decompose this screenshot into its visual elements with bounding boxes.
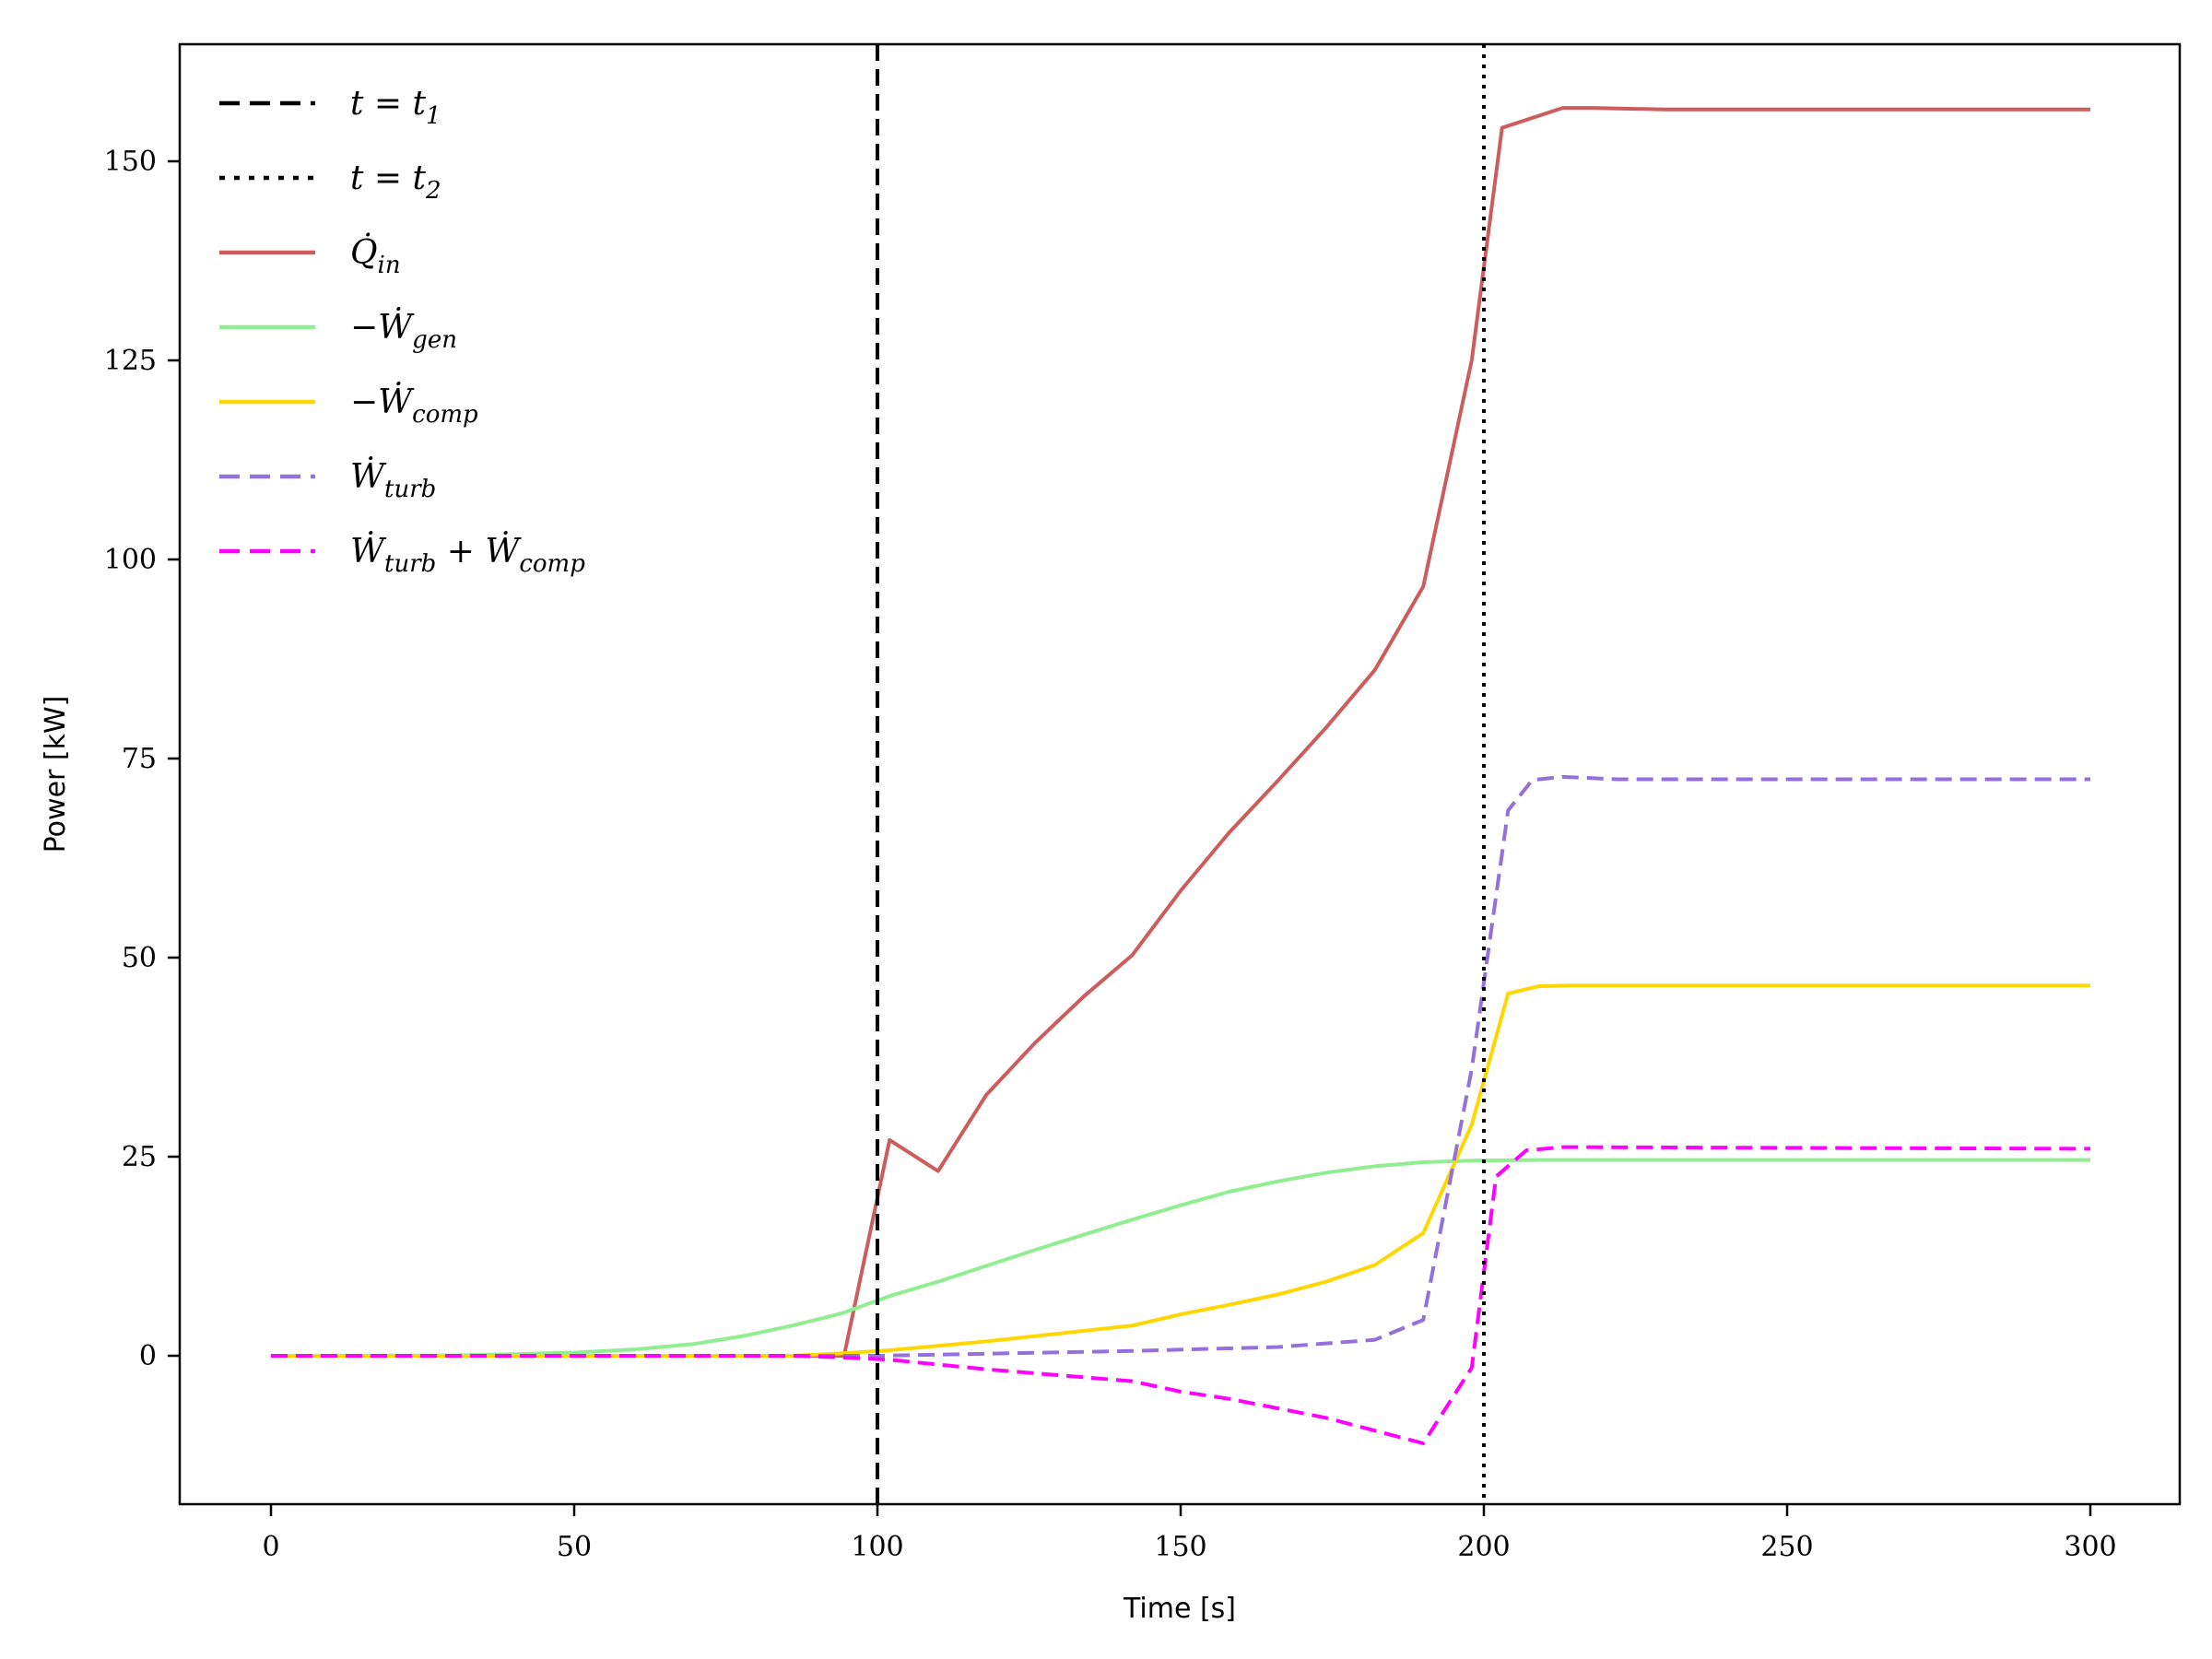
- legend-label: Ẇturb + Ẇcomp: [350, 532, 585, 578]
- axes-frame: [178, 42, 2182, 1506]
- series-line-1: [270, 1158, 2090, 1358]
- x-tick-label: 300: [2064, 1531, 2116, 1563]
- y-tick-label: 50: [122, 942, 157, 974]
- x-tick-label: 100: [851, 1531, 903, 1563]
- x-tick-label: 250: [1760, 1531, 1813, 1563]
- y-axis-label: Power [kW]: [40, 696, 72, 853]
- legend-label: t = t1: [350, 85, 441, 130]
- legend: t = t1 t = t2 Q̇in −Ẇgen −Ẇcomp Ẇturb Ẇturb + …: [219, 85, 585, 578]
- legend-label: −Ẇcomp: [350, 382, 478, 429]
- x-tick-label: 50: [557, 1531, 592, 1563]
- y-tick-label: 125: [104, 345, 157, 377]
- legend-label: −Ẇgen: [350, 308, 457, 354]
- y-tick-label: 150: [104, 146, 157, 178]
- y-tick-label: 25: [122, 1141, 157, 1173]
- legend-label: Q̇in: [350, 233, 401, 279]
- series-line-0: [271, 106, 2090, 1358]
- y-tick-label: 0: [139, 1340, 157, 1372]
- y-tick-label: 100: [104, 544, 157, 576]
- plot-area: [270, 44, 2091, 1504]
- y-axis-ticks: 0 25 50 75 100 125 150: [104, 146, 180, 1372]
- series-line-2: [271, 983, 2090, 1358]
- legend-label: t = t2: [350, 159, 441, 205]
- x-tick-label: 0: [262, 1531, 279, 1563]
- x-axis-ticks: 0 50 100 150 200 250 300: [262, 1504, 2117, 1563]
- x-tick-label: 150: [1154, 1531, 1206, 1563]
- y-tick-label: 75: [122, 743, 157, 775]
- series-line-3: [271, 774, 2090, 1358]
- legend-label: Ẇturb: [350, 457, 436, 503]
- series-line-4: [271, 1145, 2091, 1445]
- x-axis-label: Time [s]: [1123, 1593, 1236, 1625]
- x-tick-label: 200: [1457, 1531, 1510, 1563]
